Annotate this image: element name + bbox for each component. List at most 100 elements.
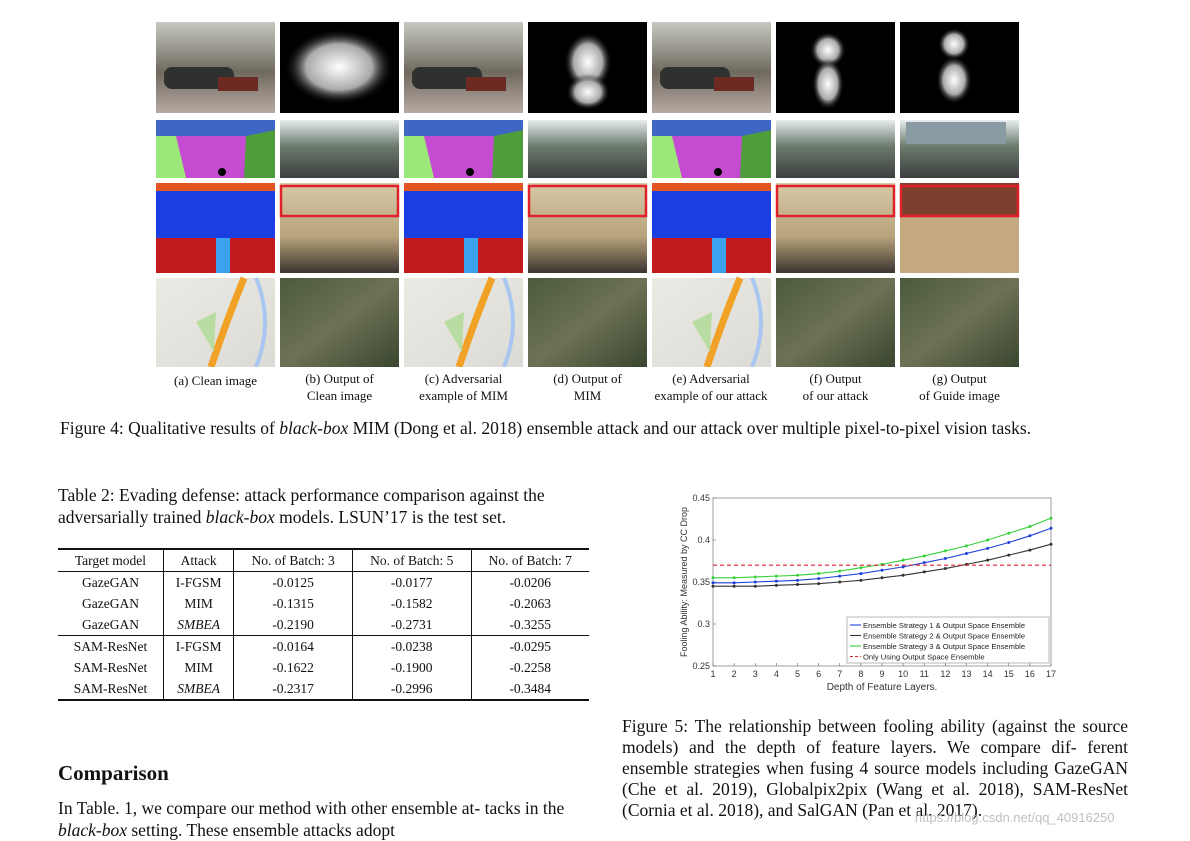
data-point — [986, 558, 990, 562]
cell: SAM-ResNet — [73, 680, 148, 696]
row-2 — [156, 120, 1019, 178]
data-point — [796, 583, 799, 587]
section-title: Comparison — [58, 761, 169, 785]
x-tick-label: 5 — [795, 669, 800, 679]
cell: MIM — [162, 593, 234, 614]
cell: -0.2996 — [351, 678, 472, 700]
data-point — [1028, 548, 1032, 552]
data-point — [922, 561, 926, 565]
data-point — [1007, 541, 1011, 545]
cell: -0.1582 — [351, 593, 472, 614]
data-point — [838, 569, 842, 573]
column-caption-a: (a) Clean image — [173, 373, 257, 388]
table-header-row: Target model Attack No. of Batch: 3 No. … — [58, 549, 589, 572]
table-row: SAM-ResNet I-FGSM -0.0164 -0.0238 -0.029… — [58, 635, 589, 657]
table-row: GazeGAN SMBEA -0.2190 -0.2731 -0.3255 — [58, 614, 589, 636]
cell: GazeGAN — [81, 574, 139, 590]
data-point — [965, 544, 968, 548]
data-point — [880, 568, 884, 572]
data-point — [774, 583, 778, 587]
legend-entry: Ensemble Strategy 3 & Output Space Ensem… — [863, 642, 1025, 651]
cell: -0.0177 — [351, 571, 472, 593]
legend-entry: Ensemble Strategy 2 & Output Space Ensem… — [863, 632, 1025, 641]
x-tick-label: 10 — [898, 669, 908, 679]
data-point — [859, 578, 863, 582]
cell: GazeGAN — [81, 595, 139, 611]
data-point — [965, 551, 968, 555]
header-batch-5: No. of Batch: 5 — [351, 549, 472, 572]
cell: SAM-ResNet — [73, 659, 148, 675]
data-point — [774, 574, 778, 578]
data-point — [711, 581, 715, 585]
data-point — [1049, 542, 1053, 546]
cell: -0.2258 — [470, 657, 589, 678]
x-tick-label: 12 — [940, 669, 950, 679]
data-point — [901, 558, 905, 562]
table-row: GazeGAN MIM -0.1315 -0.1582 -0.2063 — [58, 593, 589, 614]
column-caption-f: (f) Output of our attack — [802, 371, 869, 403]
row-1 — [156, 22, 1019, 113]
table2: Target model Attack No. of Batch: 3 No. … — [58, 548, 589, 701]
cell: I-FGSM — [162, 571, 234, 593]
data-point — [922, 570, 926, 574]
data-point — [880, 576, 884, 580]
y-tick-label: 0.3 — [697, 619, 710, 629]
figure5-caption: Figure 5: The relationship between fooli… — [622, 716, 1129, 820]
data-point — [901, 565, 905, 569]
data-point — [859, 572, 863, 576]
data-point — [901, 573, 905, 577]
data-point — [1049, 526, 1053, 530]
data-point — [711, 576, 715, 580]
body-paragraph: In Table. 1, we compare our method with … — [58, 798, 565, 840]
x-tick-label: 3 — [753, 669, 758, 679]
data-point — [753, 575, 757, 579]
column-caption-g: (g) Output of Guide image — [919, 371, 1000, 403]
data-point — [1049, 516, 1053, 520]
data-point — [753, 580, 757, 584]
cell: I-FGSM — [162, 635, 234, 657]
data-point — [1028, 534, 1032, 538]
x-tick-label: 6 — [816, 669, 821, 679]
x-tick-label: 2 — [732, 669, 737, 679]
column-caption-c: (c) Adversarial example of MIM — [419, 371, 508, 403]
data-point — [774, 579, 778, 583]
y-axis-label: Fooling Ability: Measured by CC Drop — [679, 507, 689, 657]
table-row: SAM-ResNet MIM -0.1622 -0.1900 -0.2258 — [58, 657, 589, 678]
cell: -0.0238 — [351, 635, 472, 657]
x-tick-label: 8 — [858, 669, 863, 679]
data-point — [1007, 531, 1011, 535]
cell: MIM — [162, 657, 234, 678]
y-tick-label: 0.35 — [692, 577, 710, 587]
column-caption-e: (e) Adversarial example of our attack — [654, 371, 768, 403]
cell: -0.0206 — [470, 571, 589, 593]
figure5-chart: 1 2 3 4 5 6 7 8 9 10 11 12 13 14 15 16 17 0.25 0.3 0.35 0.4 0… — [675, 490, 1065, 705]
x-tick-label: 4 — [774, 669, 779, 679]
cell: SMBEA — [162, 678, 234, 700]
table-row: GazeGAN I-FGSM -0.0125 -0.0177 -0.0206 — [58, 571, 589, 593]
figure4-grid — [156, 22, 1026, 372]
x-tick-label: 13 — [961, 669, 971, 679]
data-point — [817, 577, 821, 581]
header-target-model: Target model — [74, 552, 147, 568]
figure4-column-captions: (a) Clean image (b) Output of Clean image… — [156, 370, 1026, 410]
figure4-caption: Figure 4: Qualitative results of black-b… — [60, 418, 1032, 438]
cell: -0.1622 — [233, 657, 353, 678]
y-tick-label: 0.45 — [692, 493, 710, 503]
watermark: https://blog.csdn.net/qq_40916250 — [915, 810, 1115, 825]
cell: SAM-ResNet — [73, 638, 148, 654]
data-point — [817, 582, 821, 586]
data-point — [817, 572, 821, 576]
data-point — [838, 574, 842, 578]
column-caption-d: (d) Output of MIM — [553, 371, 622, 403]
header-batch-3: No. of Batch: 3 — [233, 549, 353, 572]
table2-caption: Table 2: Evading defense: attack perform… — [58, 485, 545, 527]
cell: -0.3255 — [470, 614, 589, 636]
y-tick-label: 0.25 — [692, 661, 710, 671]
legend-box — [846, 616, 1050, 664]
data-point — [922, 554, 926, 558]
table-row: SAM-ResNet SMBEA -0.2317 -0.2996 -0.3484 — [58, 678, 589, 700]
column-caption-b: (b) Output of Clean image — [305, 371, 374, 403]
data-point — [796, 578, 799, 582]
data-point — [943, 556, 947, 560]
cell: GazeGAN — [81, 616, 139, 632]
